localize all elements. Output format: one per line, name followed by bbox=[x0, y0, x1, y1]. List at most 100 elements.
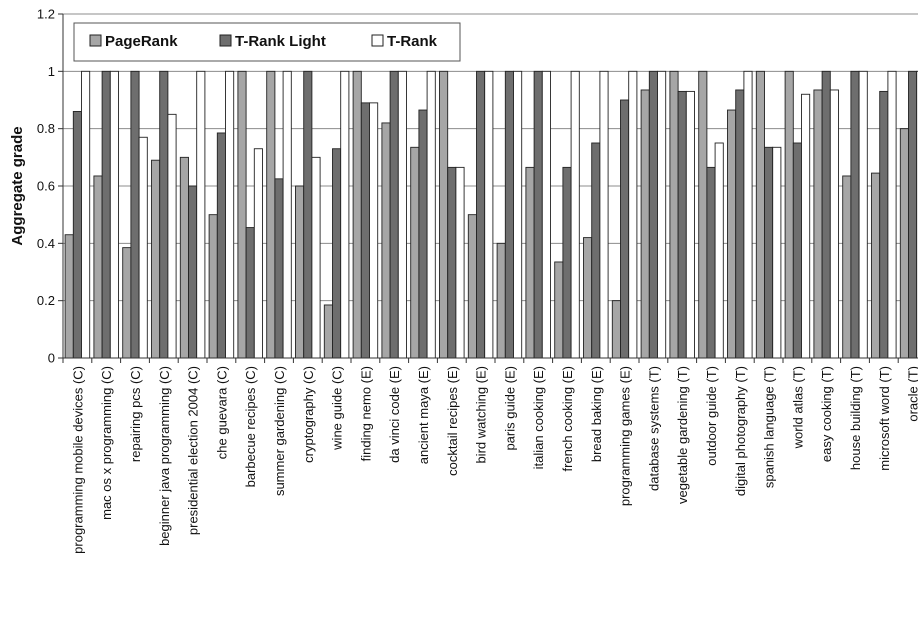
x-category-label: ancient maya (E) bbox=[416, 366, 431, 464]
bar-t-rank-light bbox=[418, 109, 428, 359]
bar-t-rank bbox=[426, 70, 436, 359]
bar-pagerank bbox=[323, 304, 333, 359]
x-category-label: presidential election 2004 (C) bbox=[186, 366, 201, 535]
bar-pagerank bbox=[554, 261, 564, 359]
x-category-label: bread baking (E) bbox=[589, 366, 604, 462]
bar-t-rank-light bbox=[303, 70, 313, 359]
legend-label: T-Rank bbox=[387, 33, 438, 50]
bar-t-rank-light bbox=[188, 185, 198, 359]
bar-t-rank-light bbox=[735, 89, 745, 359]
bar-t-rank bbox=[743, 70, 753, 359]
bar-t-rank-light bbox=[764, 146, 774, 359]
y-tick-label: 1.2 bbox=[37, 7, 55, 22]
bar-t-rank-light bbox=[908, 70, 918, 359]
y-axis: 0 0.2 0.4 0.6 0.8 1 1.2 bbox=[37, 7, 64, 366]
bar-t-rank bbox=[369, 102, 379, 359]
y-axis-title: Aggregate grade bbox=[9, 126, 26, 245]
bar-t-rank bbox=[253, 148, 263, 359]
bar-t-rank bbox=[858, 70, 868, 359]
bar-pagerank bbox=[640, 89, 650, 359]
y-tick-label: 0 bbox=[48, 351, 55, 366]
bar-t-rank bbox=[916, 70, 918, 359]
x-category-label: bird watching (E) bbox=[474, 366, 489, 464]
x-category-label: french cooking (E) bbox=[560, 366, 575, 472]
bar-t-rank-light bbox=[533, 70, 543, 359]
y-tick-label: 0.8 bbox=[37, 121, 55, 136]
bar-pagerank bbox=[151, 159, 161, 359]
bar-pagerank bbox=[64, 234, 74, 359]
x-category-label: cocktail recipes (E) bbox=[445, 366, 460, 476]
bar-pagerank bbox=[208, 214, 218, 359]
bar-t-rank bbox=[599, 70, 609, 359]
y-tick-label: 1 bbox=[48, 64, 55, 79]
bar-t-rank-light bbox=[792, 142, 802, 359]
legend: PageRank T-Rank Light T-Rank bbox=[73, 22, 461, 62]
bar-pagerank bbox=[122, 247, 132, 359]
bar-t-rank-light bbox=[360, 102, 370, 359]
bar-pagerank bbox=[813, 89, 823, 359]
legend-swatch-pagerank bbox=[89, 34, 102, 47]
bar-t-rank bbox=[685, 90, 695, 359]
legend-swatch-t-rank-light bbox=[219, 34, 232, 47]
legend-label: PageRank bbox=[105, 33, 178, 50]
legend-label: T-Rank Light bbox=[235, 33, 326, 50]
x-category-label: vegetable gardening (T) bbox=[675, 366, 690, 504]
bar-pagerank bbox=[784, 70, 794, 359]
y-tick-label: 0.4 bbox=[37, 236, 55, 251]
bar-pagerank bbox=[439, 70, 449, 359]
bar-t-rank-light bbox=[504, 70, 514, 359]
bar-t-rank-light bbox=[850, 70, 860, 359]
bar-pagerank bbox=[295, 185, 305, 359]
bar-t-rank bbox=[311, 156, 321, 359]
bar-pagerank bbox=[352, 70, 362, 359]
y-tick-label: 0.2 bbox=[37, 293, 55, 308]
bar-t-rank bbox=[772, 146, 782, 359]
bar-pagerank bbox=[669, 70, 679, 359]
bar-pagerank bbox=[381, 122, 391, 359]
bar-t-rank bbox=[138, 136, 148, 359]
bar-t-rank bbox=[628, 70, 638, 359]
x-category-label: easy cooking (T) bbox=[819, 366, 834, 462]
x-category-label: world atlas (T) bbox=[790, 366, 805, 449]
bar-t-rank-light bbox=[216, 132, 226, 359]
bar-pagerank bbox=[467, 214, 477, 359]
bar-t-rank bbox=[109, 70, 119, 359]
bar-pagerank bbox=[525, 166, 535, 359]
bar-pagerank bbox=[496, 242, 506, 359]
bar-t-rank-light bbox=[274, 178, 284, 359]
bar-pagerank bbox=[698, 70, 708, 359]
bar-pagerank bbox=[410, 146, 420, 359]
x-category-label: repairing pcs (C) bbox=[128, 366, 143, 462]
bar-pagerank bbox=[266, 70, 276, 359]
bar-t-rank-light bbox=[591, 142, 601, 359]
bar-t-rank bbox=[541, 70, 551, 359]
bar-t-rank-light bbox=[101, 70, 111, 359]
bar-t-rank-light bbox=[677, 90, 687, 359]
bar-t-rank-light bbox=[447, 166, 457, 359]
bar-pagerank bbox=[93, 175, 103, 359]
bar-t-rank-light bbox=[389, 70, 399, 359]
bar-pagerank bbox=[727, 109, 737, 359]
x-category-label: paris guide (E) bbox=[502, 366, 517, 451]
x-axis: programming mobile devices (C) mac os x p… bbox=[62, 357, 918, 554]
x-category-label: spanish language (T) bbox=[762, 366, 777, 488]
legend-swatch-t-rank bbox=[371, 34, 384, 47]
x-category-label: italian cooking (E) bbox=[531, 366, 546, 469]
x-category-label: digital photography (T) bbox=[733, 366, 748, 496]
bar-t-rank-light bbox=[648, 70, 658, 359]
bar-t-rank bbox=[455, 166, 465, 359]
bar-pagerank bbox=[179, 156, 189, 359]
bar-t-rank bbox=[81, 70, 91, 359]
x-category-label: mac os x programming (C) bbox=[99, 366, 114, 520]
bar-t-rank bbox=[484, 70, 494, 359]
bar-pagerank bbox=[899, 128, 909, 359]
bar-pagerank bbox=[842, 175, 852, 359]
bar-pagerank bbox=[611, 300, 621, 359]
y-tick-label: 0.6 bbox=[37, 179, 55, 194]
bar-t-rank bbox=[887, 70, 897, 359]
x-category-label: database systems (T) bbox=[646, 366, 661, 491]
bar-t-rank bbox=[282, 70, 292, 359]
x-category-label: barbecue recipes (C) bbox=[243, 366, 258, 487]
bar-t-rank-light bbox=[620, 99, 630, 359]
bar-t-rank bbox=[196, 70, 206, 359]
